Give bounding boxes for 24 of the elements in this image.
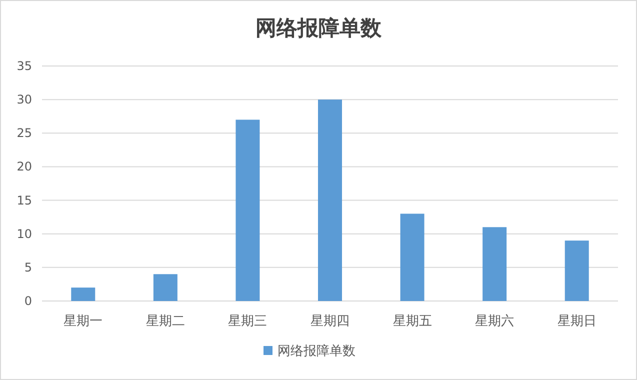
x-tick-label: 星期二	[146, 314, 185, 329]
x-tick-label: 星期三	[228, 314, 268, 329]
chart-title: 网络报障单数	[256, 16, 382, 40]
x-tick-label: 星期日	[557, 314, 596, 329]
bar	[400, 214, 424, 301]
x-tick-label: 星期一	[64, 314, 103, 329]
bar	[318, 100, 342, 301]
bar	[564, 240, 589, 301]
legend-label: 网络报障单数	[278, 344, 356, 359]
x-tick-label: 星期五	[392, 314, 432, 329]
y-tick-label: 25	[16, 126, 32, 140]
bar	[71, 288, 96, 301]
bar	[236, 120, 260, 301]
y-tick-label: 35	[16, 59, 32, 73]
y-tick-label: 20	[16, 160, 32, 174]
y-tick-label: 5	[24, 260, 32, 274]
bar	[482, 227, 507, 301]
y-tick-label: 10	[16, 226, 32, 241]
y-tick-label: 30	[16, 92, 32, 107]
x-tick-label: 星期四	[310, 314, 350, 329]
y-tick-label: 0	[24, 294, 32, 308]
x-tick-label: 星期六	[475, 314, 514, 329]
y-tick-label: 15	[16, 193, 32, 208]
bar	[153, 274, 178, 301]
